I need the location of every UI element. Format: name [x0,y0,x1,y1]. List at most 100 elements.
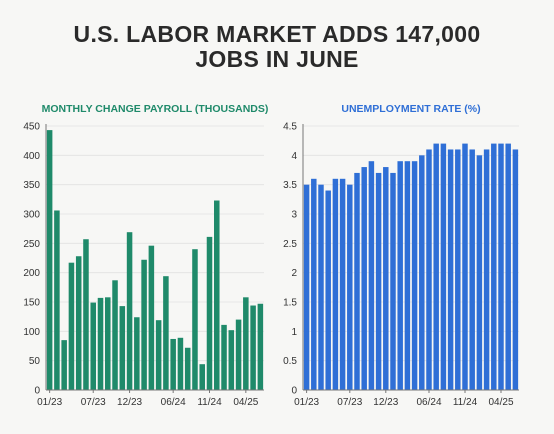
unemployment-y-tick-label: 1 [291,327,297,338]
unemployment-y-tick-label: 1.5 [283,298,297,309]
payroll-bar-05/23 [75,256,82,390]
payroll-chart: MONTHLY CHANGE PAYROLL (THOUSANDS) 0 50 100… [23,103,268,408]
payroll-bar-02/24 [141,259,147,390]
unemployment-bar-09/23 [361,167,367,390]
unemployment-bar-11/24 [462,143,468,390]
payroll-y-tick-label: 450 [23,122,40,133]
unemployment-x-tick-label: 07/23 [337,397,362,408]
unemployment-bar-12/23 [383,167,389,390]
payroll-y-tick-label: 350 [23,180,40,191]
payroll-y-tick-label: 400 [23,151,40,162]
unemployment-x-tick-label: 11/24 [453,397,478,408]
payroll-x-tick-label: 07/23 [81,397,106,408]
payroll-bar-05/24 [163,276,169,390]
unemployment-bar-04/25 [498,143,504,390]
payroll-bar-01/24 [134,317,140,390]
headline: U.S. LABOR MARKET ADDS 147,000 JOBS IN J… [0,22,554,72]
headline-line-2: JOBS IN JUNE [195,46,359,72]
payroll-y-tick-label: 100 [23,327,40,338]
unemployment-x-tick-label: 04/25 [488,397,513,408]
unemployment-bar-08/24 [440,143,447,390]
unemployment-y-tick-label: 0 [291,386,297,397]
payroll-bar-08/23 [97,297,104,390]
unemployment-bar-10/23 [368,161,375,390]
payroll-bar-09/24 [192,249,198,390]
unemployment-bar-04/24 [411,161,418,390]
payroll-bar-12/24 [214,200,220,390]
headline-line-1: U.S. LABOR MARKET ADDS 147,000 [73,21,481,47]
payroll-x-tick-label: 01/23 [37,397,62,408]
unemployment-bar-07/24 [433,143,439,390]
unemployment-y-tick-label: 4 [291,151,297,162]
unemployment-bar-12/24 [469,149,475,390]
payroll-x-tick-label: 11/24 [197,397,222,408]
payroll-y-tick-label: 300 [23,210,40,221]
payroll-bar-04/25 [243,297,249,390]
payroll-y-tick-label: 50 [29,356,41,367]
payroll-bar-10/24 [199,364,205,390]
unemployment-y-tick-label: 4.5 [283,122,297,133]
payroll-bar-03/25 [235,319,242,390]
payroll-bar-10/23 [112,280,118,390]
unemployment-bar-02/25 [483,149,490,390]
unemployment-x-tick-label: 06/24 [416,397,441,408]
payroll-bar-01/25 [221,324,227,390]
unemployment-bar-02/23 [311,178,317,390]
unemployment-bar-03/24 [404,161,411,390]
unemployment-y-tick-label: 2 [291,268,297,279]
unemployment-bar-07/23 [347,184,353,390]
payroll-bar-07/24 [177,337,184,390]
unemployment-y-tick-label: 3.5 [283,180,297,191]
payroll-y-tick-label: 0 [34,386,40,397]
unemployment-bar-01/23 [303,184,310,390]
payroll-bar-11/24 [206,236,213,390]
payroll-chart-title: MONTHLY CHANGE PAYROLL (THOUSANDS) [42,103,269,115]
payroll-x-tick-label: 04/25 [233,397,258,408]
payroll-bar-06/23 [83,239,89,390]
unemployment-bar-06/23 [339,178,346,390]
payroll-bar-04/23 [68,262,75,390]
payroll-y-tick-label: 250 [23,239,40,250]
payroll-bar-06/24 [170,338,176,390]
unemployment-bar-08/23 [354,172,360,390]
payroll-bar-05/25 [250,305,256,390]
payroll-bar-01/23 [46,130,53,391]
payroll-bar-07/23 [90,302,96,390]
unemployment-y-tick-label: 2.5 [283,239,297,250]
payroll-bar-03/24 [148,245,155,390]
payroll-bar-06/25 [257,303,264,390]
unemployment-chart: UNEMPLOYMENT RATE (%) 0 0.5 1 1.5 2 2.5 3 3.5 4 4.… [283,103,519,408]
unemployment-x-tick-label: 01/23 [294,397,319,408]
unemployment-bar-01/24 [390,172,396,390]
unemployment-y-tick-label: 3 [291,210,297,221]
unemployment-bar-03/25 [491,143,497,390]
payroll-bar-02/23 [54,210,60,390]
unemployment-bar-05/24 [419,155,425,390]
unemployment-bar-02/24 [397,161,403,390]
unemployment-bar-05/23 [332,178,339,390]
unemployment-chart-title: UNEMPLOYMENT RATE (%) [341,103,480,115]
payroll-bar-03/23 [61,340,67,390]
unemployment-bar-09/24 [447,149,454,390]
unemployment-bar-10/24 [455,149,461,390]
unemployment-bar-11/23 [375,172,382,390]
unemployment-bar-01/25 [476,155,483,390]
unemployment-y-tick-label: 0.5 [283,356,297,367]
payroll-y-tick-label: 150 [23,298,40,309]
payroll-bar-09/23 [105,297,111,390]
payroll-bar-04/24 [155,320,162,390]
unemployment-x-tick-label: 12/23 [373,397,398,408]
payroll-bar-02/25 [228,330,235,390]
payroll-x-tick-label: 12/23 [117,397,142,408]
unemployment-bar-06/24 [426,149,432,390]
payroll-y-tick-label: 200 [23,268,40,279]
unemployment-bar-06/25 [512,149,519,390]
payroll-bar-12/23 [126,232,133,390]
unemployment-bar-05/25 [505,143,511,390]
payroll-x-tick-label: 06/24 [161,397,186,408]
payroll-bar-11/23 [119,306,126,390]
unemployment-bar-03/23 [318,184,324,390]
payroll-bar-08/24 [184,347,191,390]
unemployment-bar-04/23 [325,190,331,390]
